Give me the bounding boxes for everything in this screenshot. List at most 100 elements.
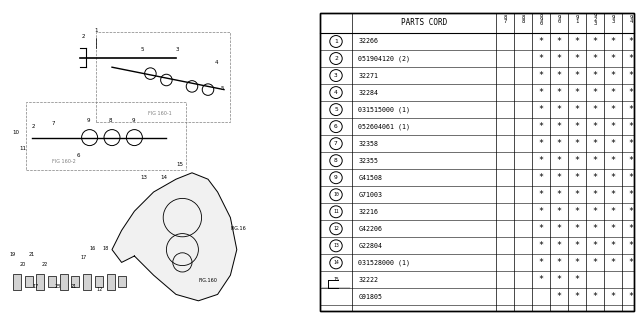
Text: *: * bbox=[628, 258, 634, 267]
Text: *: * bbox=[611, 258, 616, 267]
Text: 8: 8 bbox=[109, 117, 112, 123]
Text: 031528000 (1): 031528000 (1) bbox=[358, 260, 410, 266]
Text: *: * bbox=[557, 54, 561, 63]
Text: *: * bbox=[557, 139, 561, 148]
Text: *: * bbox=[611, 105, 616, 114]
Text: 6: 6 bbox=[77, 153, 80, 158]
Text: 2: 2 bbox=[32, 124, 35, 129]
Text: *: * bbox=[557, 207, 561, 216]
Text: *: * bbox=[575, 276, 579, 284]
Text: *: * bbox=[593, 88, 598, 97]
Text: 6: 6 bbox=[334, 124, 338, 129]
Text: 32222: 32222 bbox=[358, 277, 378, 283]
Text: 4: 4 bbox=[214, 60, 218, 65]
Text: 20: 20 bbox=[19, 262, 26, 267]
Bar bbox=[13, 274, 20, 290]
Text: 2: 2 bbox=[334, 56, 338, 61]
Text: 7: 7 bbox=[51, 121, 54, 126]
Text: 22: 22 bbox=[42, 262, 48, 267]
Text: 8: 8 bbox=[334, 158, 338, 163]
Text: *: * bbox=[611, 54, 616, 63]
Text: 21: 21 bbox=[70, 284, 77, 289]
Text: 9: 9 bbox=[131, 117, 134, 123]
Text: *: * bbox=[557, 122, 561, 131]
Text: *: * bbox=[611, 224, 616, 233]
Text: 9
2
3: 9 2 3 bbox=[593, 13, 596, 26]
Text: *: * bbox=[628, 224, 634, 233]
Text: *: * bbox=[557, 276, 561, 284]
Text: *: * bbox=[593, 156, 598, 165]
Text: *: * bbox=[593, 139, 598, 148]
Text: FIG.160: FIG.160 bbox=[198, 277, 217, 283]
Text: *: * bbox=[593, 105, 598, 114]
Text: 19: 19 bbox=[10, 252, 16, 257]
Text: *: * bbox=[538, 190, 543, 199]
Text: 32355: 32355 bbox=[358, 158, 378, 164]
Text: 051904120 (2): 051904120 (2) bbox=[358, 55, 410, 62]
Text: *: * bbox=[538, 276, 543, 284]
Text: *: * bbox=[611, 207, 616, 216]
Text: 16: 16 bbox=[90, 246, 96, 251]
Text: 9
3: 9 3 bbox=[611, 15, 614, 24]
Bar bbox=[107, 274, 115, 290]
Text: *: * bbox=[557, 292, 561, 301]
Bar bbox=[36, 274, 44, 290]
Text: 32271: 32271 bbox=[358, 73, 378, 78]
Text: 17: 17 bbox=[32, 284, 38, 289]
Text: *: * bbox=[593, 292, 598, 301]
Text: 1: 1 bbox=[94, 28, 98, 33]
Text: *: * bbox=[593, 224, 598, 233]
Text: *: * bbox=[557, 224, 561, 233]
Text: *: * bbox=[593, 122, 598, 131]
FancyBboxPatch shape bbox=[320, 12, 634, 310]
Text: *: * bbox=[628, 241, 634, 250]
Text: *: * bbox=[575, 207, 579, 216]
Text: 3: 3 bbox=[176, 47, 179, 52]
Text: *: * bbox=[611, 139, 616, 148]
Text: *: * bbox=[611, 173, 616, 182]
Text: 9
4: 9 4 bbox=[629, 15, 632, 24]
Text: 21: 21 bbox=[29, 252, 35, 257]
Text: 031515000 (1): 031515000 (1) bbox=[358, 106, 410, 113]
Text: *: * bbox=[575, 105, 579, 114]
Text: *: * bbox=[557, 71, 561, 80]
Text: FIG 160-2: FIG 160-2 bbox=[52, 159, 76, 164]
Text: *: * bbox=[557, 37, 561, 46]
Text: 18: 18 bbox=[102, 246, 109, 251]
Text: *: * bbox=[611, 122, 616, 131]
Text: *: * bbox=[611, 37, 616, 46]
Text: 1: 1 bbox=[334, 39, 338, 44]
Bar bbox=[83, 274, 92, 290]
Bar bbox=[60, 274, 68, 290]
Text: 14: 14 bbox=[333, 260, 339, 265]
Text: *: * bbox=[611, 156, 616, 165]
Text: 23: 23 bbox=[54, 284, 61, 289]
Text: *: * bbox=[628, 292, 634, 301]
Text: *: * bbox=[557, 258, 561, 267]
Text: 9: 9 bbox=[86, 117, 90, 123]
Text: 32266: 32266 bbox=[358, 38, 378, 44]
Text: 13: 13 bbox=[141, 175, 148, 180]
Bar bbox=[24, 276, 33, 287]
Text: *: * bbox=[538, 122, 543, 131]
Text: *: * bbox=[611, 241, 616, 250]
Text: *: * bbox=[575, 173, 579, 182]
Text: *: * bbox=[575, 241, 579, 250]
Text: *: * bbox=[538, 258, 543, 267]
Text: 8
7: 8 7 bbox=[504, 15, 507, 24]
Text: *: * bbox=[575, 292, 579, 301]
Text: 11: 11 bbox=[19, 146, 26, 151]
Text: 052604061 (1): 052604061 (1) bbox=[358, 124, 410, 130]
Text: *: * bbox=[593, 173, 598, 182]
Text: *: * bbox=[538, 105, 543, 114]
Text: 15: 15 bbox=[176, 163, 183, 167]
Text: *: * bbox=[575, 139, 579, 148]
Text: 32216: 32216 bbox=[358, 209, 378, 215]
Text: *: * bbox=[575, 258, 579, 267]
Bar bbox=[118, 276, 127, 287]
Text: *: * bbox=[575, 156, 579, 165]
Text: *: * bbox=[575, 122, 579, 131]
Text: *: * bbox=[593, 258, 598, 267]
Text: *: * bbox=[538, 173, 543, 182]
Text: *: * bbox=[575, 54, 579, 63]
